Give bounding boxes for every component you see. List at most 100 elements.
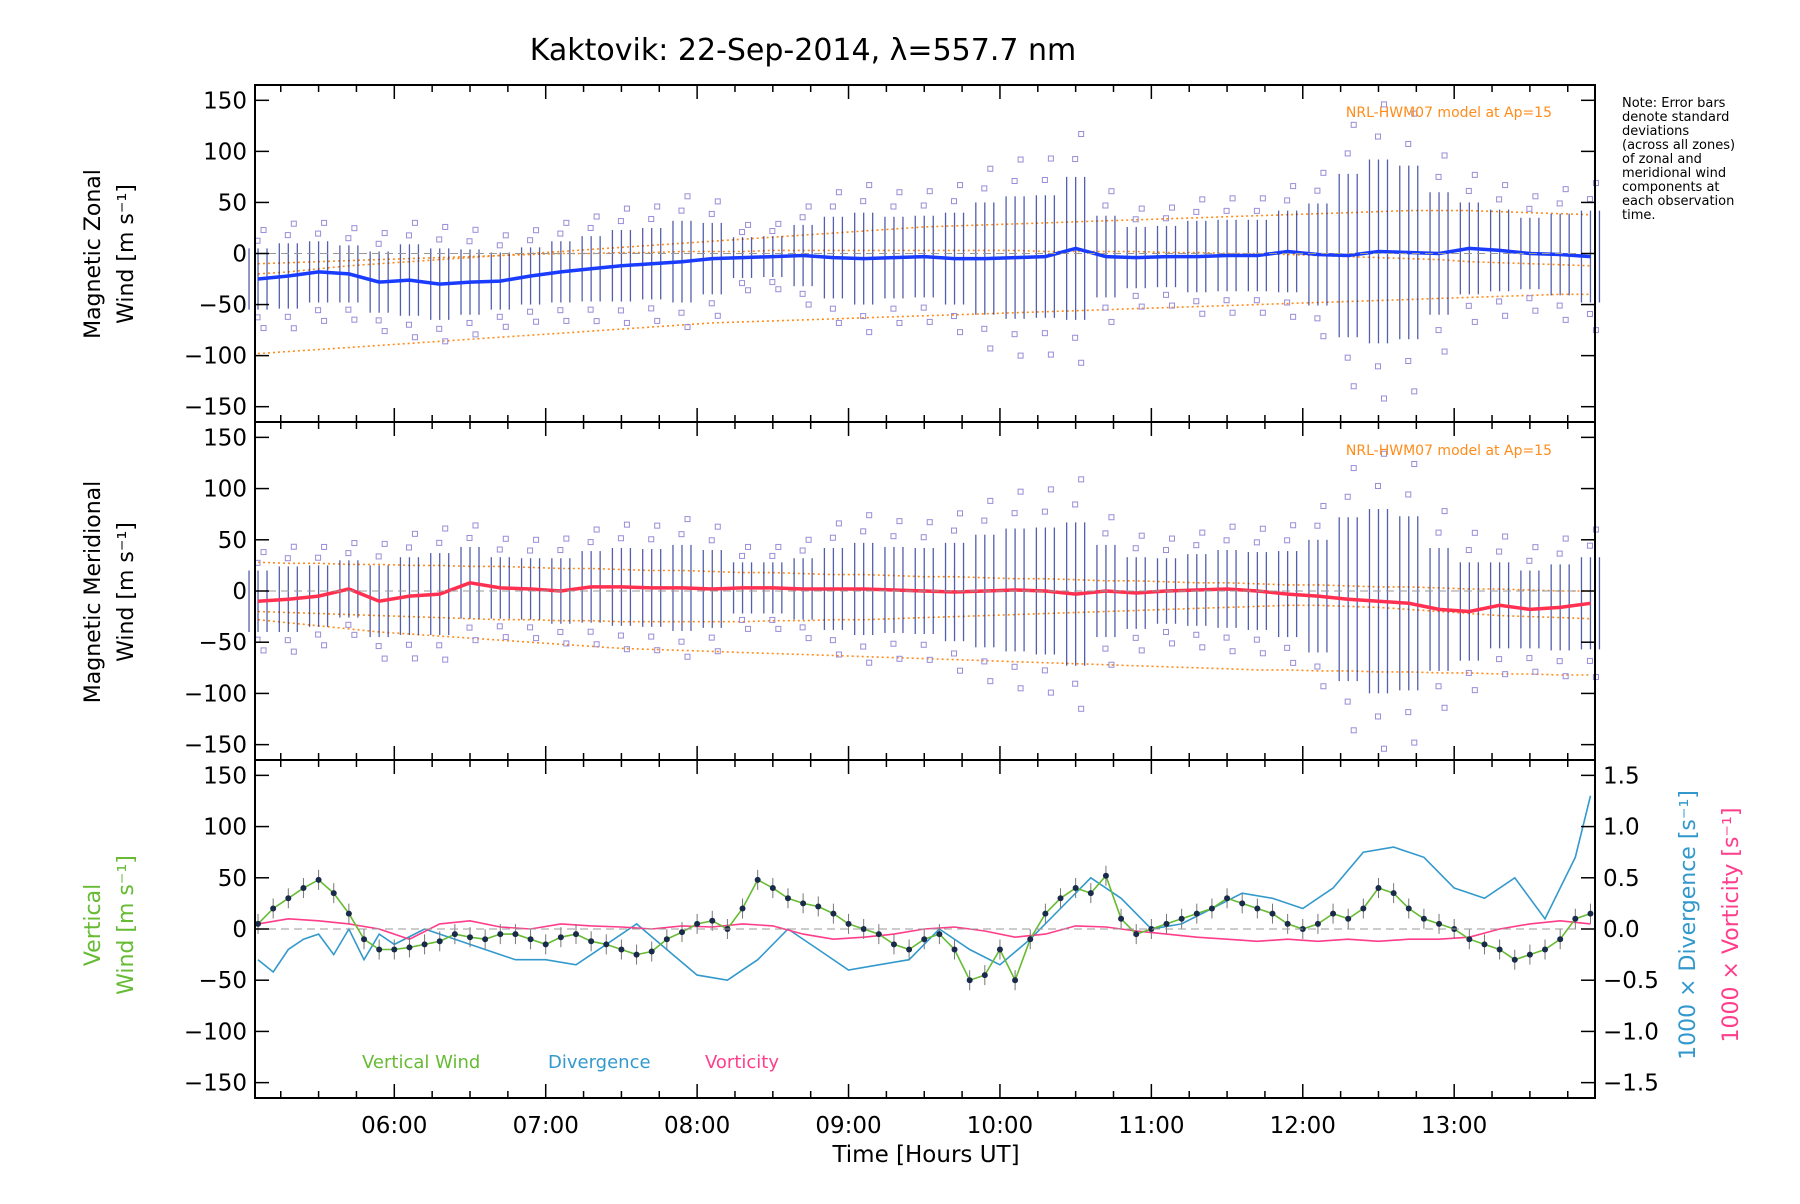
zone-mark bbox=[1132, 292, 1139, 299]
vertical-wind-point bbox=[1012, 977, 1019, 984]
zone-mark bbox=[405, 544, 412, 551]
divergence-line bbox=[257, 795, 1592, 982]
zone-mark bbox=[1374, 363, 1381, 370]
zone-mark bbox=[563, 317, 570, 324]
zone-mark bbox=[829, 637, 836, 644]
vertical-wind-point bbox=[1330, 910, 1337, 917]
zonal-model-label: NRL-HWM07 model at Ap=15 bbox=[1346, 105, 1552, 121]
y-tick-label: −150 bbox=[184, 733, 247, 759]
zone-mark bbox=[496, 623, 503, 630]
zone-mark bbox=[587, 628, 594, 635]
zone-mark bbox=[775, 625, 782, 632]
zone-mark bbox=[1411, 739, 1418, 746]
x-tick-label: 06:00 bbox=[361, 1113, 427, 1139]
zone-mark bbox=[1532, 307, 1539, 314]
zone-mark bbox=[957, 667, 964, 674]
zone-mark bbox=[617, 307, 624, 314]
zone-mark bbox=[1380, 395, 1387, 402]
x-tick-label: 12:00 bbox=[1270, 1113, 1336, 1139]
zone-mark bbox=[1132, 216, 1139, 223]
zone-mark bbox=[315, 631, 322, 638]
vertical-wind-point bbox=[1314, 920, 1321, 927]
zone-mark bbox=[926, 318, 933, 325]
vertical-wind-point bbox=[1481, 941, 1488, 948]
zone-mark bbox=[1193, 208, 1200, 215]
zonal-ylabel: Magnetic Zonal Wind [m s⁻¹] bbox=[81, 169, 139, 339]
zonal-ylabel-line1: Magnetic Zonal bbox=[81, 169, 106, 339]
vertical-wind-point bbox=[1420, 915, 1427, 922]
vertical-wind-point bbox=[315, 876, 322, 883]
vertical-wind-point bbox=[678, 929, 685, 936]
vertical-wind-point bbox=[482, 936, 489, 943]
zone-mark bbox=[1562, 535, 1569, 542]
zone-mark bbox=[284, 637, 291, 644]
zone-mark bbox=[1290, 183, 1297, 190]
vertical-wind-point bbox=[769, 885, 776, 892]
y2-tick-label: −0.5 bbox=[1603, 968, 1659, 994]
vertical-wind-point bbox=[663, 936, 670, 943]
note-line: time. bbox=[1622, 208, 1656, 223]
zone-mark bbox=[1471, 171, 1478, 178]
vertical-wind-point bbox=[1118, 915, 1125, 922]
y-tick-label: 150 bbox=[203, 763, 247, 789]
zone-mark bbox=[405, 641, 412, 648]
vertical-wind-point bbox=[1239, 900, 1246, 907]
zone-mark bbox=[866, 512, 873, 519]
zone-mark bbox=[496, 546, 503, 553]
zone-mark bbox=[1169, 302, 1176, 309]
zone-mark bbox=[1471, 318, 1478, 325]
zone-mark bbox=[775, 543, 782, 550]
vertical-wind-point bbox=[1224, 895, 1231, 902]
vertical-wind-point bbox=[1587, 910, 1594, 917]
zone-mark bbox=[1344, 698, 1351, 705]
zone-mark bbox=[1259, 195, 1266, 202]
zone-mark bbox=[1132, 545, 1139, 552]
x-axis-label: Time [Hours UT] bbox=[831, 1142, 1019, 1168]
zone-mark bbox=[1229, 648, 1236, 655]
zone-mark bbox=[1441, 508, 1448, 515]
zone-mark bbox=[1163, 547, 1170, 554]
zone-mark bbox=[1502, 312, 1509, 319]
y-tick-label: 150 bbox=[203, 88, 247, 114]
zone-mark bbox=[648, 536, 655, 543]
legend-divergence: Divergence bbox=[548, 1052, 651, 1073]
zone-mark bbox=[1078, 359, 1085, 366]
vertical-wind-point bbox=[1542, 946, 1549, 953]
vertical-wind-panel: 150 1.5 100 1.0 50 0.5 0 0.0 −50 −0.5 −100 −1.0 −150… bbox=[184, 759, 1659, 1099]
zone-mark bbox=[533, 318, 540, 325]
zone-mark bbox=[1017, 156, 1024, 163]
zone-mark bbox=[1138, 532, 1145, 539]
note-line: of zonal and bbox=[1622, 152, 1702, 167]
x-tick-label: 08:00 bbox=[664, 1113, 730, 1139]
zone-mark bbox=[1350, 727, 1357, 734]
zone-mark bbox=[290, 325, 297, 332]
vertical-wind-point bbox=[921, 936, 928, 943]
vertical-wind-point bbox=[1208, 905, 1215, 912]
zone-mark bbox=[1284, 537, 1291, 544]
zone-mark bbox=[1344, 150, 1351, 157]
zone-mark bbox=[805, 635, 812, 642]
zone-mark bbox=[1072, 334, 1079, 341]
zone-mark bbox=[381, 655, 388, 662]
zone-mark bbox=[684, 516, 691, 523]
zone-mark bbox=[321, 642, 328, 649]
zone-mark bbox=[1344, 493, 1351, 500]
zone-mark bbox=[714, 523, 721, 530]
zone-mark bbox=[436, 539, 443, 546]
zone-mark bbox=[1253, 539, 1260, 546]
zone-mark bbox=[1229, 309, 1236, 316]
zone-mark bbox=[1017, 488, 1024, 495]
zone-mark bbox=[1138, 647, 1145, 654]
zone-mark bbox=[981, 658, 988, 665]
zone-mark bbox=[1193, 542, 1200, 549]
zone-mark bbox=[648, 305, 655, 312]
zone-mark bbox=[1532, 668, 1539, 675]
zone-mark bbox=[587, 224, 594, 231]
vertical-wind-point bbox=[890, 941, 897, 948]
meridional-model-label: NRL-HWM07 model at Ap=15 bbox=[1346, 443, 1552, 459]
zone-mark bbox=[617, 218, 624, 225]
zone-mark bbox=[769, 552, 776, 559]
vertical-wind-point bbox=[1466, 936, 1473, 943]
zone-mark bbox=[466, 624, 473, 631]
zone-mark bbox=[1047, 155, 1054, 162]
